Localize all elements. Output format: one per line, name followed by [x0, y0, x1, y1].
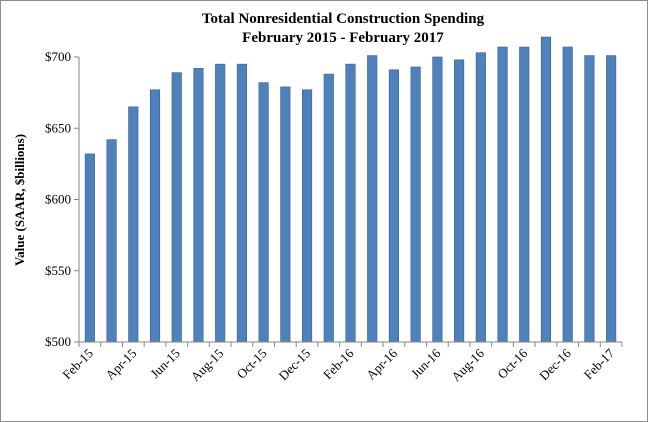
bar-May-15 — [149, 89, 161, 343]
bar-Mar-15 — [106, 139, 117, 343]
bar-Dec-16 — [562, 46, 573, 343]
bar-Oct-15 — [258, 82, 269, 343]
y-tick-label: $550 — [45, 263, 71, 278]
y-tick-label: $650 — [45, 120, 71, 135]
bar-Aug-15 — [215, 63, 226, 343]
bar-May-16 — [410, 66, 421, 343]
bar-Nov-16 — [540, 36, 552, 343]
bar-Jul-16 — [454, 59, 465, 343]
bar-Jun-16 — [432, 56, 443, 343]
bar-Aug-16 — [475, 52, 486, 343]
bar-Sep-15 — [236, 63, 247, 343]
y-axis-label: Value (SAAR, $billions) — [12, 134, 27, 266]
bar-Mar-16 — [367, 55, 378, 343]
bars-layer — [84, 36, 617, 343]
bar-Sep-16 — [497, 46, 508, 343]
bar-Feb-17 — [606, 55, 617, 343]
chart-title: Total Nonresidential Construction Spendi… — [202, 11, 485, 27]
y-tick-label: $700 — [45, 49, 71, 64]
x-tick-label: Oct-15 — [234, 346, 270, 382]
x-tick-label: Jun-16 — [408, 345, 444, 381]
bar-Apr-16 — [388, 69, 399, 343]
bar-Nov-15 — [280, 86, 291, 343]
y-tick-label: $500 — [45, 334, 71, 349]
x-tick-label: Aug-15 — [188, 346, 227, 385]
x-tick-label: Feb-16 — [320, 345, 357, 382]
x-tick-label: Apr-16 — [363, 345, 400, 382]
bar-Jul-15 — [193, 68, 204, 343]
bar-Jun-15 — [171, 72, 182, 343]
bar-Feb-16 — [345, 63, 356, 343]
bar-Oct-16 — [519, 46, 530, 343]
x-tick-label: Feb-15 — [59, 346, 96, 383]
y-tick-label: $600 — [45, 192, 71, 207]
x-tick-label: Jun-15 — [147, 346, 183, 382]
bar-Dec-15 — [302, 89, 313, 343]
x-tick-label: Feb-17 — [581, 345, 618, 382]
bar-Feb-15 — [84, 153, 95, 343]
chart-subtitle: February 2015 - February 2017 — [242, 30, 444, 46]
x-tick-label: Dec-16 — [536, 345, 574, 383]
x-tick-label: Apr-15 — [102, 346, 139, 383]
x-tick-label: Aug-16 — [448, 345, 487, 384]
x-tick-label: Oct-16 — [494, 345, 530, 381]
x-tick-label: Dec-15 — [276, 346, 314, 384]
bar-Apr-15 — [128, 106, 139, 343]
bar-Jan-16 — [323, 73, 334, 343]
bar-Jan-17 — [584, 55, 595, 343]
